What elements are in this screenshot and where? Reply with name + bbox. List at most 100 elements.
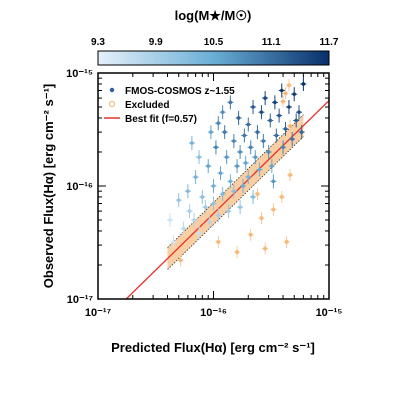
data-point	[220, 110, 225, 114]
data-point	[263, 96, 267, 100]
data-point	[253, 155, 258, 159]
data-point	[261, 139, 266, 143]
excluded-point	[178, 258, 183, 263]
best-fit-line-path	[125, 100, 329, 299]
data-point	[211, 184, 216, 188]
excluded-point	[288, 123, 293, 128]
data-point	[290, 137, 294, 141]
x-tick-label: 10⁻¹⁶	[200, 307, 227, 319]
data-point	[266, 150, 271, 154]
data-point	[168, 218, 172, 222]
legend-marker-fmos	[109, 87, 115, 93]
data-point	[218, 171, 223, 175]
data-point	[187, 209, 192, 213]
excluded-points	[177, 79, 294, 267]
excluded-point	[279, 194, 284, 199]
excluded-point	[281, 99, 286, 104]
data-point	[279, 88, 284, 93]
data-point	[232, 189, 236, 193]
data-point	[190, 141, 194, 145]
colorbar-tick-label: 11.1	[262, 37, 281, 48]
data-point	[281, 145, 285, 150]
excluded-point	[259, 216, 264, 221]
legend-label-bestfit: Best fit (f=0.57)	[125, 114, 197, 125]
data-point	[287, 105, 291, 109]
fmos-cosmos-points	[166, 76, 307, 249]
data-point	[222, 130, 227, 134]
colorbar-tick-label: 9.9	[149, 37, 163, 48]
data-point	[294, 118, 298, 123]
data-point	[242, 133, 247, 138]
data-point	[228, 100, 233, 105]
colorbar	[97, 50, 330, 66]
data-point	[224, 155, 229, 159]
excluded-point	[271, 207, 276, 212]
data-point	[273, 100, 277, 105]
legend: FMOS-COSMOS z~1.55 Excluded Best fit (f=…	[104, 86, 235, 125]
data-point	[214, 145, 218, 150]
data-point	[248, 145, 253, 150]
data-point	[251, 195, 255, 199]
data-point	[271, 179, 276, 184]
data-point	[301, 82, 306, 86]
data-point	[228, 179, 233, 184]
data-point	[243, 161, 248, 165]
excluded-point	[248, 232, 253, 237]
data-point	[176, 198, 181, 202]
data-point	[206, 164, 211, 168]
data-point	[299, 130, 304, 134]
data-point	[216, 121, 221, 125]
data-point	[209, 130, 213, 134]
data-point	[241, 184, 245, 188]
y-tick-label: 10⁻¹⁵	[66, 68, 93, 80]
x-tick-label: 10⁻¹⁵	[316, 307, 343, 319]
colorbar-label: log(M★/M☉)	[175, 8, 252, 23]
data-point	[238, 205, 242, 209]
colorbar-tick-label: 9.3	[91, 37, 105, 48]
y-axis-label: Observed Flux(Hα) [erg cm⁻² s⁻¹]	[41, 84, 56, 288]
excluded-point	[263, 246, 268, 251]
data-point	[207, 220, 212, 224]
data-point	[226, 209, 231, 213]
data-point	[171, 240, 176, 244]
data-point	[197, 231, 201, 236]
excluded-point	[286, 83, 291, 88]
data-point	[197, 155, 201, 159]
colorbar-tick-label: 11.7	[320, 37, 339, 48]
data-point	[283, 127, 288, 131]
data-point	[270, 164, 274, 168]
data-point	[246, 122, 251, 127]
data-point	[192, 218, 196, 222]
data-point	[211, 201, 216, 206]
data-point	[232, 139, 236, 143]
excluded-point	[284, 239, 289, 244]
colorbar-tick-label: 10.5	[204, 37, 224, 48]
data-point	[216, 213, 221, 218]
y-tick-label: 10⁻¹⁶	[66, 181, 93, 193]
data-point	[200, 195, 205, 199]
y-tick-label: 10⁻¹⁷	[67, 294, 94, 306]
x-tick-label: 10⁻¹⁷	[85, 307, 112, 319]
legend-label-excluded: Excluded	[125, 100, 169, 111]
data-point	[255, 130, 260, 134]
data-point	[238, 150, 242, 154]
data-point	[186, 189, 190, 193]
x-axis-label: Predicted Flux(Hα) [erg cm⁻² s⁻¹]	[111, 340, 315, 355]
data-point	[246, 175, 251, 179]
data-point	[257, 167, 262, 172]
data-point	[181, 226, 186, 231]
data-point	[297, 110, 301, 114]
data-point	[236, 116, 241, 120]
excluded-point	[216, 239, 221, 244]
excluded-point	[255, 191, 260, 196]
data-point	[203, 205, 208, 209]
data-point	[251, 105, 255, 109]
excluded-point	[288, 173, 293, 178]
axis-tick-labels: 10⁻¹⁷ 10⁻¹⁶ 10⁻¹⁵ 10⁻¹⁷ 10⁻¹⁶ 10⁻¹⁵	[66, 68, 342, 319]
excluded-point	[235, 250, 240, 255]
data-point	[292, 92, 297, 96]
data-point	[274, 133, 279, 138]
best-fit-line	[125, 100, 329, 299]
data-point	[220, 192, 225, 196]
